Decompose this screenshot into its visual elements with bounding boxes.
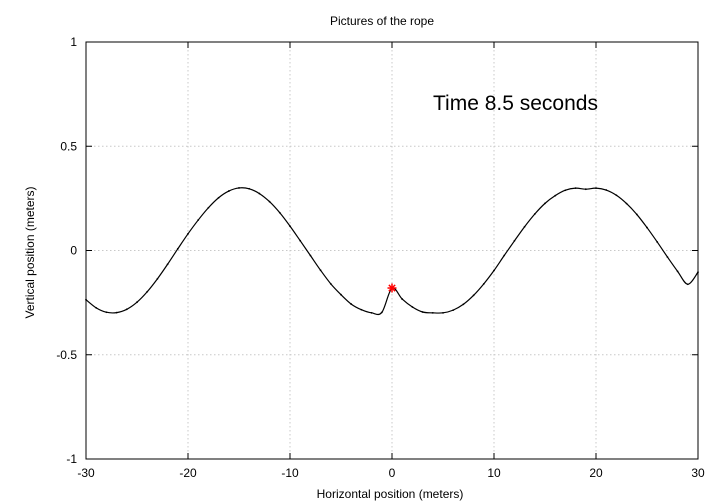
rope-point xyxy=(513,240,516,242)
rope-point xyxy=(493,269,495,272)
x-tick-label: 20 xyxy=(589,466,603,480)
rope-point xyxy=(258,192,261,195)
rope-point xyxy=(615,194,618,197)
rope-point xyxy=(482,282,485,285)
rope-point xyxy=(309,254,312,257)
x-tick-labels: -30 -20 -10 0 10 20 30 xyxy=(77,466,705,480)
rope-point xyxy=(207,206,210,209)
rope-point xyxy=(686,283,689,286)
y-tick-label: -0.5 xyxy=(56,348,77,362)
rope-point xyxy=(411,306,414,308)
rope-point xyxy=(370,311,373,314)
rope-point xyxy=(105,311,108,314)
grid xyxy=(86,42,698,459)
rope-point xyxy=(666,256,669,258)
rope-point xyxy=(95,306,98,309)
rope-point xyxy=(146,290,149,293)
x-tick-label: -20 xyxy=(179,466,197,480)
rope-point xyxy=(421,311,424,313)
rope-point xyxy=(452,309,455,312)
rope-point xyxy=(554,194,557,197)
rope-points xyxy=(85,187,699,314)
x-tick-label: 0 xyxy=(389,466,396,480)
rope-point xyxy=(544,202,546,205)
marker-asterisk xyxy=(387,283,397,293)
rope-point xyxy=(217,196,220,199)
rope-point xyxy=(442,311,444,314)
rope-point xyxy=(166,263,169,266)
rope-point xyxy=(340,293,342,296)
y-tick-labels: -1 -0.5 0 0.5 1 xyxy=(56,35,77,466)
rope-point xyxy=(605,189,608,191)
rope-point xyxy=(635,213,638,216)
rope-point xyxy=(533,213,536,215)
rope-point xyxy=(646,226,648,229)
x-axis-title: Horizontal position (meters) xyxy=(317,487,464,501)
rope-point xyxy=(329,282,332,285)
rope-point xyxy=(125,308,128,311)
rope-point xyxy=(625,202,628,205)
x-tick-label: -10 xyxy=(281,466,299,480)
x-tick-label: 30 xyxy=(691,466,705,480)
rope-point xyxy=(278,211,281,214)
rope-point xyxy=(176,247,179,250)
rope-point xyxy=(156,277,159,280)
y-tick-label: 0.5 xyxy=(60,139,77,153)
rope-point xyxy=(472,294,475,297)
plot-frame xyxy=(85,41,699,460)
rope-point xyxy=(268,200,271,203)
rope-point xyxy=(503,254,506,257)
y-tick-label: 0 xyxy=(70,244,77,258)
rope-point xyxy=(248,187,251,190)
x-tick-label: 10 xyxy=(487,466,501,480)
rope-point xyxy=(564,189,567,192)
rope-point xyxy=(595,187,597,190)
rope-point xyxy=(380,311,383,314)
rope-point xyxy=(350,303,353,305)
rope-point xyxy=(319,269,322,272)
rope-point xyxy=(115,311,118,314)
rope-point xyxy=(656,241,659,243)
rope-point xyxy=(238,187,240,189)
y-tick-label: 1 xyxy=(70,35,77,49)
rope-point xyxy=(584,188,587,191)
rope-point xyxy=(289,225,291,228)
rope-point xyxy=(136,301,138,304)
rope-point xyxy=(431,311,434,314)
rope-point xyxy=(187,232,189,235)
rope-point xyxy=(523,225,526,228)
rope-point xyxy=(299,239,302,242)
rope-point xyxy=(462,303,465,306)
rope-point xyxy=(197,219,200,221)
y-axis-title: Vertical position (meters) xyxy=(23,186,37,318)
marker-stroke xyxy=(388,284,396,292)
y-tick-label: -1 xyxy=(66,452,77,466)
rope-point xyxy=(360,308,363,311)
rope-point xyxy=(401,298,404,300)
time-annotation: Time 8.5 seconds xyxy=(433,92,598,115)
rope-point xyxy=(676,270,679,273)
rope-point xyxy=(227,190,230,192)
chart-title: Pictures of the rope xyxy=(330,14,434,28)
x-tick-label: -30 xyxy=(77,466,95,480)
rope-point xyxy=(574,187,577,190)
